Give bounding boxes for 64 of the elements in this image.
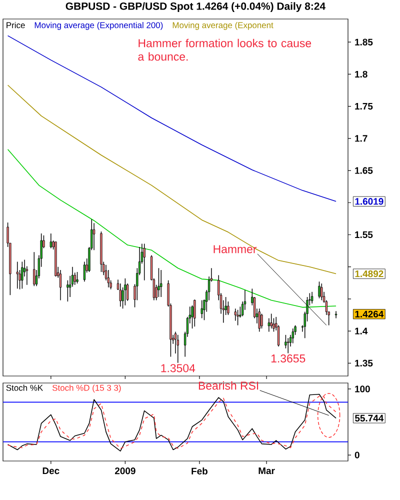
candlestick <box>236 309 239 326</box>
text: Stoch %K <box>6 384 43 391</box>
candlestick <box>16 261 18 290</box>
candlestick <box>33 252 36 286</box>
annotation: 1.3504 <box>161 364 196 372</box>
annotation: 1.3655 <box>271 354 306 363</box>
text: Moving average (Exponential 200) <box>34 22 163 30</box>
x-tick-label: Feb <box>192 468 208 474</box>
candlestick <box>287 338 290 354</box>
candlestick <box>334 310 338 319</box>
x-tick-label: Dec <box>42 468 60 474</box>
annotation: Bearish RSI <box>198 381 258 390</box>
y-tick-label: 1.65 <box>355 167 373 174</box>
candlestick <box>92 222 96 251</box>
y-tick-label: 0 <box>354 452 360 458</box>
annotation: Hammer <box>214 245 257 254</box>
line-series <box>7 35 336 202</box>
candlestick <box>227 301 230 316</box>
annotation: 1.4264 <box>355 310 384 318</box>
candlestick <box>119 283 122 308</box>
candlestick <box>176 334 179 364</box>
candlestick <box>260 313 263 329</box>
text: Moving average (Exponent <box>172 22 274 30</box>
y-tick-label: 100 <box>355 386 370 392</box>
candlestick <box>200 300 203 319</box>
candlestick <box>318 281 320 299</box>
candlestick <box>292 328 294 344</box>
line-series <box>7 148 336 308</box>
candlestick <box>124 278 126 306</box>
candlestick <box>194 299 196 327</box>
candlestick <box>320 283 323 301</box>
chart-title: GBPUSD - GBP/USD Spot 1.4264 (+0.04%) Daily 8:24 <box>66 2 326 12</box>
candlestick <box>50 233 52 249</box>
candlestick <box>59 270 62 301</box>
y-tick-label: 1.4 <box>355 328 368 334</box>
candlestick <box>83 261 86 282</box>
annotation: 1.4892 <box>355 270 384 278</box>
candlestick <box>268 318 270 332</box>
y-tick-label: 1.75 <box>355 103 373 110</box>
candlestick <box>158 268 160 298</box>
candlestick <box>143 243 146 281</box>
text: Stoch %D (15 3 3) <box>52 384 121 392</box>
line-series <box>7 84 336 274</box>
candlestick <box>272 318 275 332</box>
y-tick-label: 1.85 <box>355 38 373 46</box>
candlestick <box>66 280 69 302</box>
candlestick <box>270 313 272 329</box>
candlestick <box>258 308 260 332</box>
x-tick-label: Mar <box>258 468 275 474</box>
candlestick <box>21 261 24 290</box>
y-tick-label: 1.8 <box>355 70 368 78</box>
y-tick-label: 1.55 <box>355 231 373 238</box>
candlestick <box>284 334 287 349</box>
candlestick <box>310 292 314 304</box>
annotation: 55.744 <box>354 414 384 422</box>
y-tick-label: 1.35 <box>355 360 373 367</box>
legend-title: Price <box>6 22 25 28</box>
candlestick <box>234 308 236 322</box>
candlestick <box>160 270 162 298</box>
annotation: 1.6019 <box>355 198 384 205</box>
candlestick <box>76 272 78 284</box>
annotation: Hammer formation looks to cause a bounce. <box>138 38 312 61</box>
x-tick-label: 2009 <box>114 468 136 474</box>
y-tick-label: 1.7 <box>355 135 368 142</box>
